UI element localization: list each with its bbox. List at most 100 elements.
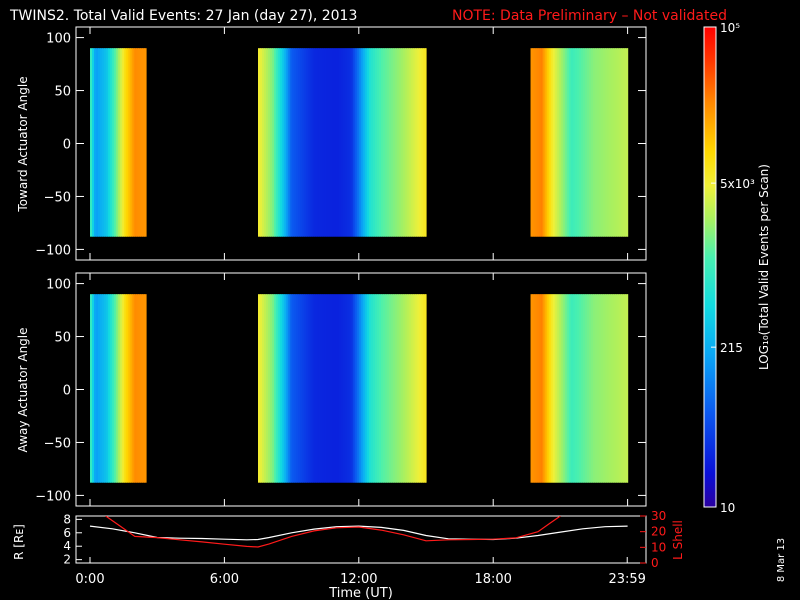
heatmap-cell <box>542 294 546 483</box>
heatmap-cell <box>368 294 372 483</box>
heatmap-cell <box>114 294 117 483</box>
heatmap-cell <box>356 48 360 237</box>
heatmap-cell <box>358 48 362 237</box>
heatmap-cell <box>550 294 554 483</box>
heatmap-cell <box>599 294 602 483</box>
heatmap-cell <box>615 48 618 237</box>
heatmap-cell <box>354 294 358 483</box>
heatmap-cell <box>570 48 574 237</box>
colorbar-ticks: 10⁵ 5x10³ 215 10 <box>711 21 755 515</box>
heatmap-cell <box>276 294 279 483</box>
heatmap-cell <box>607 48 610 237</box>
heatmap-cell <box>403 48 406 237</box>
x-tick-label: 0:00 <box>75 572 104 587</box>
heatmap-cell <box>395 294 398 483</box>
heatmap-cell <box>342 48 346 237</box>
heatmap-cell <box>576 294 580 483</box>
heatmap-cell <box>286 48 289 237</box>
heatmap-cell <box>423 48 426 237</box>
heatmap-cell <box>578 294 582 483</box>
heatmap-cell <box>336 48 340 237</box>
heatmap-cell <box>116 48 119 237</box>
heatmap-cell <box>92 48 95 237</box>
heatmap-cell <box>290 48 293 237</box>
heatmap-cell <box>258 294 261 483</box>
orbit-panel-frame <box>75 515 647 564</box>
heatmap-cell <box>421 48 424 237</box>
heatmap-cell <box>413 294 416 483</box>
heatmap-cell <box>554 294 558 483</box>
heatmap-cell <box>534 48 538 237</box>
heatmap-cell <box>136 294 139 483</box>
heatmap-cell <box>385 294 388 483</box>
heatmap-cell <box>584 294 588 483</box>
heatmap-cell <box>595 294 598 483</box>
heatmap-cell <box>556 48 560 237</box>
heatmap-cell <box>568 294 572 483</box>
toward-heatmap-cells <box>90 48 629 237</box>
r-tick-label: 6 <box>63 526 71 540</box>
heatmap-cell <box>314 48 318 237</box>
colorbar-label: LOG₁₀(Total Valid Events per Scan) <box>757 164 771 370</box>
heatmap-cell <box>562 48 566 237</box>
heatmap-cell <box>260 294 263 483</box>
heatmap-cell <box>348 48 352 237</box>
heatmap-cell <box>370 294 374 483</box>
heatmap-cell <box>550 48 554 237</box>
heatmap-cell <box>393 48 396 237</box>
colorbar-tick-label: 215 <box>720 341 743 355</box>
heatmap-cell <box>403 294 406 483</box>
away-heatmap-cells <box>90 294 629 483</box>
heatmap-cell <box>378 294 382 483</box>
heatmap-cell <box>140 294 144 483</box>
heatmap-cell <box>376 294 380 483</box>
heatmap-cell <box>417 48 420 237</box>
heatmap-cell <box>290 294 293 483</box>
plot-title: TWINS2. Total Valid Events: 27 Jan (day … <box>9 8 357 24</box>
heatmap-cell <box>296 294 299 483</box>
heatmap-cell <box>106 294 109 483</box>
heatmap-cell <box>356 294 360 483</box>
heatmap-cell <box>589 48 592 237</box>
heatmap-cell <box>540 48 544 237</box>
heatmap-cell <box>132 48 135 237</box>
heatmap-cell <box>597 294 600 483</box>
heatmap-cell <box>613 294 616 483</box>
heatmap-cell <box>322 48 326 237</box>
heatmap-cell <box>330 294 334 483</box>
heatmap-cell <box>144 294 147 483</box>
heatmap-cell <box>258 48 261 237</box>
heatmap-cell <box>340 48 344 237</box>
heatmap-cell <box>617 294 620 483</box>
heatmap-cell <box>376 48 380 237</box>
heatmap-cell <box>419 294 422 483</box>
heatmap-cell <box>294 48 297 237</box>
x-tick-label: 23:59 <box>608 572 645 587</box>
toward-y-axis-label: Toward Actuator Angle <box>16 76 30 212</box>
heatmap-cell <box>100 294 103 483</box>
heatmap-cell <box>268 48 271 237</box>
heatmap-cell <box>564 48 568 237</box>
toward-y-ticks: 100 50 0 −50 −100 <box>35 32 646 258</box>
y-tick-label: −100 <box>35 489 71 504</box>
heatmap-cell <box>360 294 364 483</box>
heatmap-cell <box>352 294 356 483</box>
heatmap-cell <box>262 294 265 483</box>
x-tick-label: 6:00 <box>210 572 239 587</box>
heatmap-cell <box>282 48 285 237</box>
heatmap-cell <box>276 48 279 237</box>
heatmap-cell <box>609 48 612 237</box>
heatmap-cell <box>308 294 312 483</box>
colorbar-tick-label: 10 <box>720 501 735 515</box>
heatmap-cell <box>126 48 129 237</box>
heatmap-cell <box>108 48 111 237</box>
heatmap-cell <box>387 48 390 237</box>
heatmap-cell <box>106 48 109 237</box>
heatmap-cell <box>413 48 416 237</box>
heatmap-cell <box>625 48 628 237</box>
heatmap-cell <box>615 294 618 483</box>
heatmap-cell <box>284 48 287 237</box>
heatmap-cell <box>302 48 305 237</box>
